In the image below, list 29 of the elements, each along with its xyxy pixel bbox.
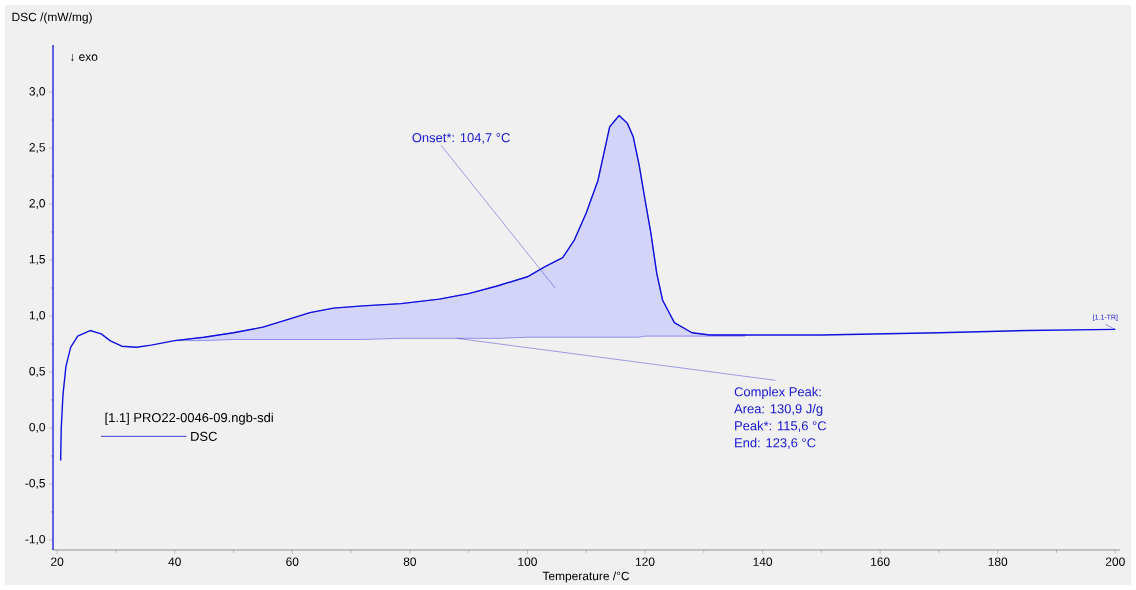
y-tick-label: 1,0	[29, 311, 46, 321]
text: DSC	[191, 431, 217, 441]
y-axis-title: DSC /(mW/mg)	[12, 12, 92, 24]
x-tick-label: 120	[635, 557, 655, 566]
y-tick-label: 2,5	[29, 143, 45, 153]
y-tick-label: 1,5	[29, 255, 45, 265]
x-tick-label: 180	[988, 557, 1008, 566]
y-tick-label: 2,0	[29, 199, 46, 209]
x-tick-label: 60	[286, 557, 299, 566]
y-tick-label: 0,5	[29, 367, 45, 377]
x-tick-label: 200	[1105, 557, 1125, 566]
x-tick-label: 140	[753, 557, 773, 566]
x-tick-label: 160	[871, 557, 890, 566]
annotation: Area: 130,9 J/g	[734, 403, 823, 416]
y-tick-label: -1,0	[25, 534, 46, 545]
legend-title: [1.1] PRO22-0046-09.ngb-sdi	[105, 412, 273, 425]
y-tick-label: -0,5	[25, 478, 45, 489]
annotation: End: 123,6 °C	[735, 437, 816, 449]
x-axis-title: Temperature /°C	[542, 571, 630, 583]
annotation: Complex Peak:	[734, 386, 821, 399]
annotation: Onset*: 104,7 °C	[412, 133, 510, 144]
x-tick-label: 40	[168, 557, 181, 566]
annotation: ↓ exo	[70, 54, 98, 62]
y-tick-label: 0,0	[29, 423, 46, 433]
y-tick-label: 3,0	[29, 87, 46, 97]
annotation: Peak*: 115,6 °C	[735, 420, 827, 432]
x-tick-label: 100	[518, 557, 537, 566]
x-tick-label: 20	[51, 557, 64, 566]
x-tick-label: 80	[403, 557, 417, 566]
